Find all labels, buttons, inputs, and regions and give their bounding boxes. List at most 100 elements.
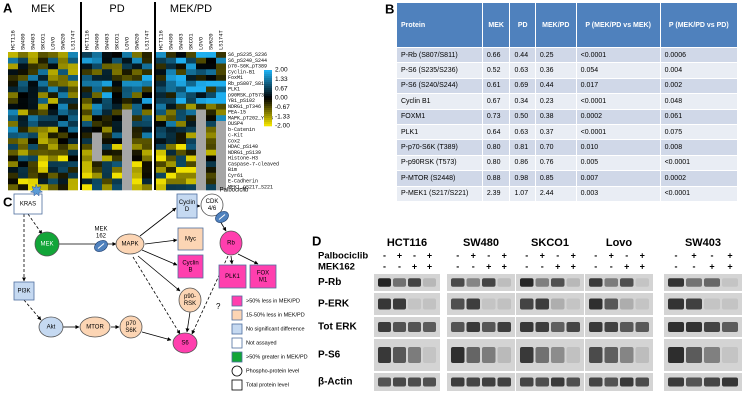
heatmap-cell bbox=[156, 80, 166, 87]
heatmap-cell bbox=[38, 57, 48, 64]
heatmap-cell bbox=[82, 184, 92, 191]
heatmap-cell bbox=[112, 69, 122, 76]
heatmap-cell bbox=[48, 155, 58, 162]
heatmap-cell bbox=[58, 103, 68, 110]
heatmap-cell bbox=[58, 92, 68, 99]
table-cell: P-MTOR (S2448) bbox=[396, 170, 483, 187]
heatmap-cell bbox=[122, 75, 132, 82]
table-cell: <0.0001 bbox=[575, 46, 661, 64]
heatmap-cell bbox=[132, 103, 142, 110]
heatmap-cell bbox=[48, 149, 58, 156]
heatmap-cell bbox=[132, 126, 142, 133]
table-cell: 0.002 bbox=[659, 77, 739, 95]
heatmap-cell bbox=[132, 178, 142, 185]
heatmap-cell bbox=[102, 69, 112, 76]
heatmap-cell bbox=[58, 57, 68, 64]
blot-band bbox=[635, 377, 649, 387]
blot-band bbox=[451, 377, 465, 387]
heatmap-cell bbox=[186, 63, 196, 70]
blot-background bbox=[516, 317, 584, 337]
treatment-sign: - bbox=[456, 250, 459, 260]
heatmap-cell bbox=[196, 167, 206, 174]
scale-label: 1.33 bbox=[275, 76, 288, 83]
heatmap-cell bbox=[196, 63, 206, 70]
scale-swatch bbox=[264, 96, 272, 99]
results-table: Protein MEK PD MEK/PD P (MEK/PD vs MEK) P (ME… bbox=[396, 2, 739, 202]
node-label: FOX bbox=[257, 271, 269, 277]
heatmap-cell bbox=[156, 103, 166, 110]
table-row: P-p70-S6K (T389) 0.80 0.81 0.70 0.010 0.008 bbox=[396, 139, 739, 156]
heatmap-cell bbox=[82, 167, 92, 174]
scale-swatch bbox=[264, 82, 272, 85]
heatmap-cell bbox=[82, 115, 92, 122]
heatmap-cell bbox=[132, 121, 142, 128]
blot-band bbox=[604, 377, 618, 387]
blot-background bbox=[664, 317, 742, 337]
heatmap-cell bbox=[28, 115, 38, 122]
heatmap-cell bbox=[18, 109, 28, 116]
node-label: S6K bbox=[125, 328, 136, 334]
heatmap-cell bbox=[132, 155, 142, 162]
cell-line: SW403 bbox=[685, 237, 721, 249]
heatmap-cell bbox=[196, 144, 206, 151]
heatmap-cell bbox=[92, 149, 102, 156]
heatmap-cell bbox=[92, 155, 102, 162]
table-cell: 0.007 bbox=[575, 170, 661, 187]
scale-label: -2.00 bbox=[275, 123, 290, 130]
treatment-sign: + bbox=[691, 250, 696, 260]
heatmap-cell bbox=[82, 155, 92, 162]
blot-band bbox=[722, 347, 738, 363]
treatment-sign: - bbox=[525, 250, 528, 260]
cell-line: SKCO1 bbox=[531, 237, 569, 249]
drug-stripe bbox=[97, 243, 105, 249]
heatmap-cell bbox=[156, 149, 166, 156]
heatmap-cell bbox=[48, 172, 58, 179]
heatmap-cell bbox=[142, 132, 152, 139]
heatmap-cell bbox=[18, 98, 28, 105]
treatment-sign: - bbox=[594, 250, 597, 260]
heatmap-cell bbox=[28, 69, 38, 76]
heatmap-cell bbox=[132, 109, 142, 116]
heatmap-cell bbox=[18, 69, 28, 76]
cell-line: SW480 bbox=[463, 237, 499, 249]
heatmap-cell bbox=[82, 80, 92, 87]
table-row: P-S6 (S235/S236) 0.52 0.63 0.36 0.054 0.004 bbox=[396, 62, 739, 79]
heatmap-cell bbox=[132, 57, 142, 64]
heatmap-cell bbox=[112, 98, 122, 105]
heatmap-cell bbox=[176, 109, 186, 116]
heatmap-cell bbox=[28, 132, 38, 139]
table-cell: 0.61 bbox=[481, 77, 511, 95]
legend-label: No significant difference bbox=[246, 326, 305, 332]
heatmap-cell bbox=[58, 109, 68, 116]
column-header: PD bbox=[509, 2, 536, 48]
treatment-sign: - bbox=[413, 250, 416, 260]
heatmap-cell bbox=[132, 167, 142, 174]
treatment-sign: + bbox=[540, 250, 545, 260]
heatmap-cell bbox=[166, 69, 176, 76]
row-label: FoxM1 bbox=[228, 75, 243, 81]
heatmap-cell bbox=[8, 126, 18, 133]
column-label: SKCO1 bbox=[187, 33, 194, 50]
heatmap-cell bbox=[38, 98, 48, 105]
heatmap-cell bbox=[156, 126, 166, 133]
blot-band bbox=[378, 278, 391, 287]
blot-band bbox=[408, 377, 421, 387]
heatmap-cell bbox=[166, 138, 176, 145]
heatmap-cell bbox=[206, 69, 216, 76]
heatmap-cell bbox=[102, 184, 112, 191]
heatmap-cell bbox=[142, 126, 152, 133]
heatmap-cell bbox=[206, 75, 216, 82]
blot-band bbox=[423, 347, 436, 363]
heatmap-cell bbox=[8, 63, 18, 70]
heatmap-cell bbox=[18, 132, 28, 139]
treatment-sign: - bbox=[472, 261, 475, 271]
blot-band bbox=[535, 347, 549, 363]
blot-band bbox=[589, 278, 603, 287]
heatmap-cell bbox=[8, 167, 18, 174]
panel-label: B bbox=[385, 1, 394, 16]
heatmap-cell bbox=[206, 144, 216, 151]
blot-band bbox=[686, 377, 702, 387]
heatmap-cell bbox=[92, 167, 102, 174]
heatmap-cell bbox=[28, 80, 38, 87]
heatmap-cell bbox=[38, 172, 48, 179]
